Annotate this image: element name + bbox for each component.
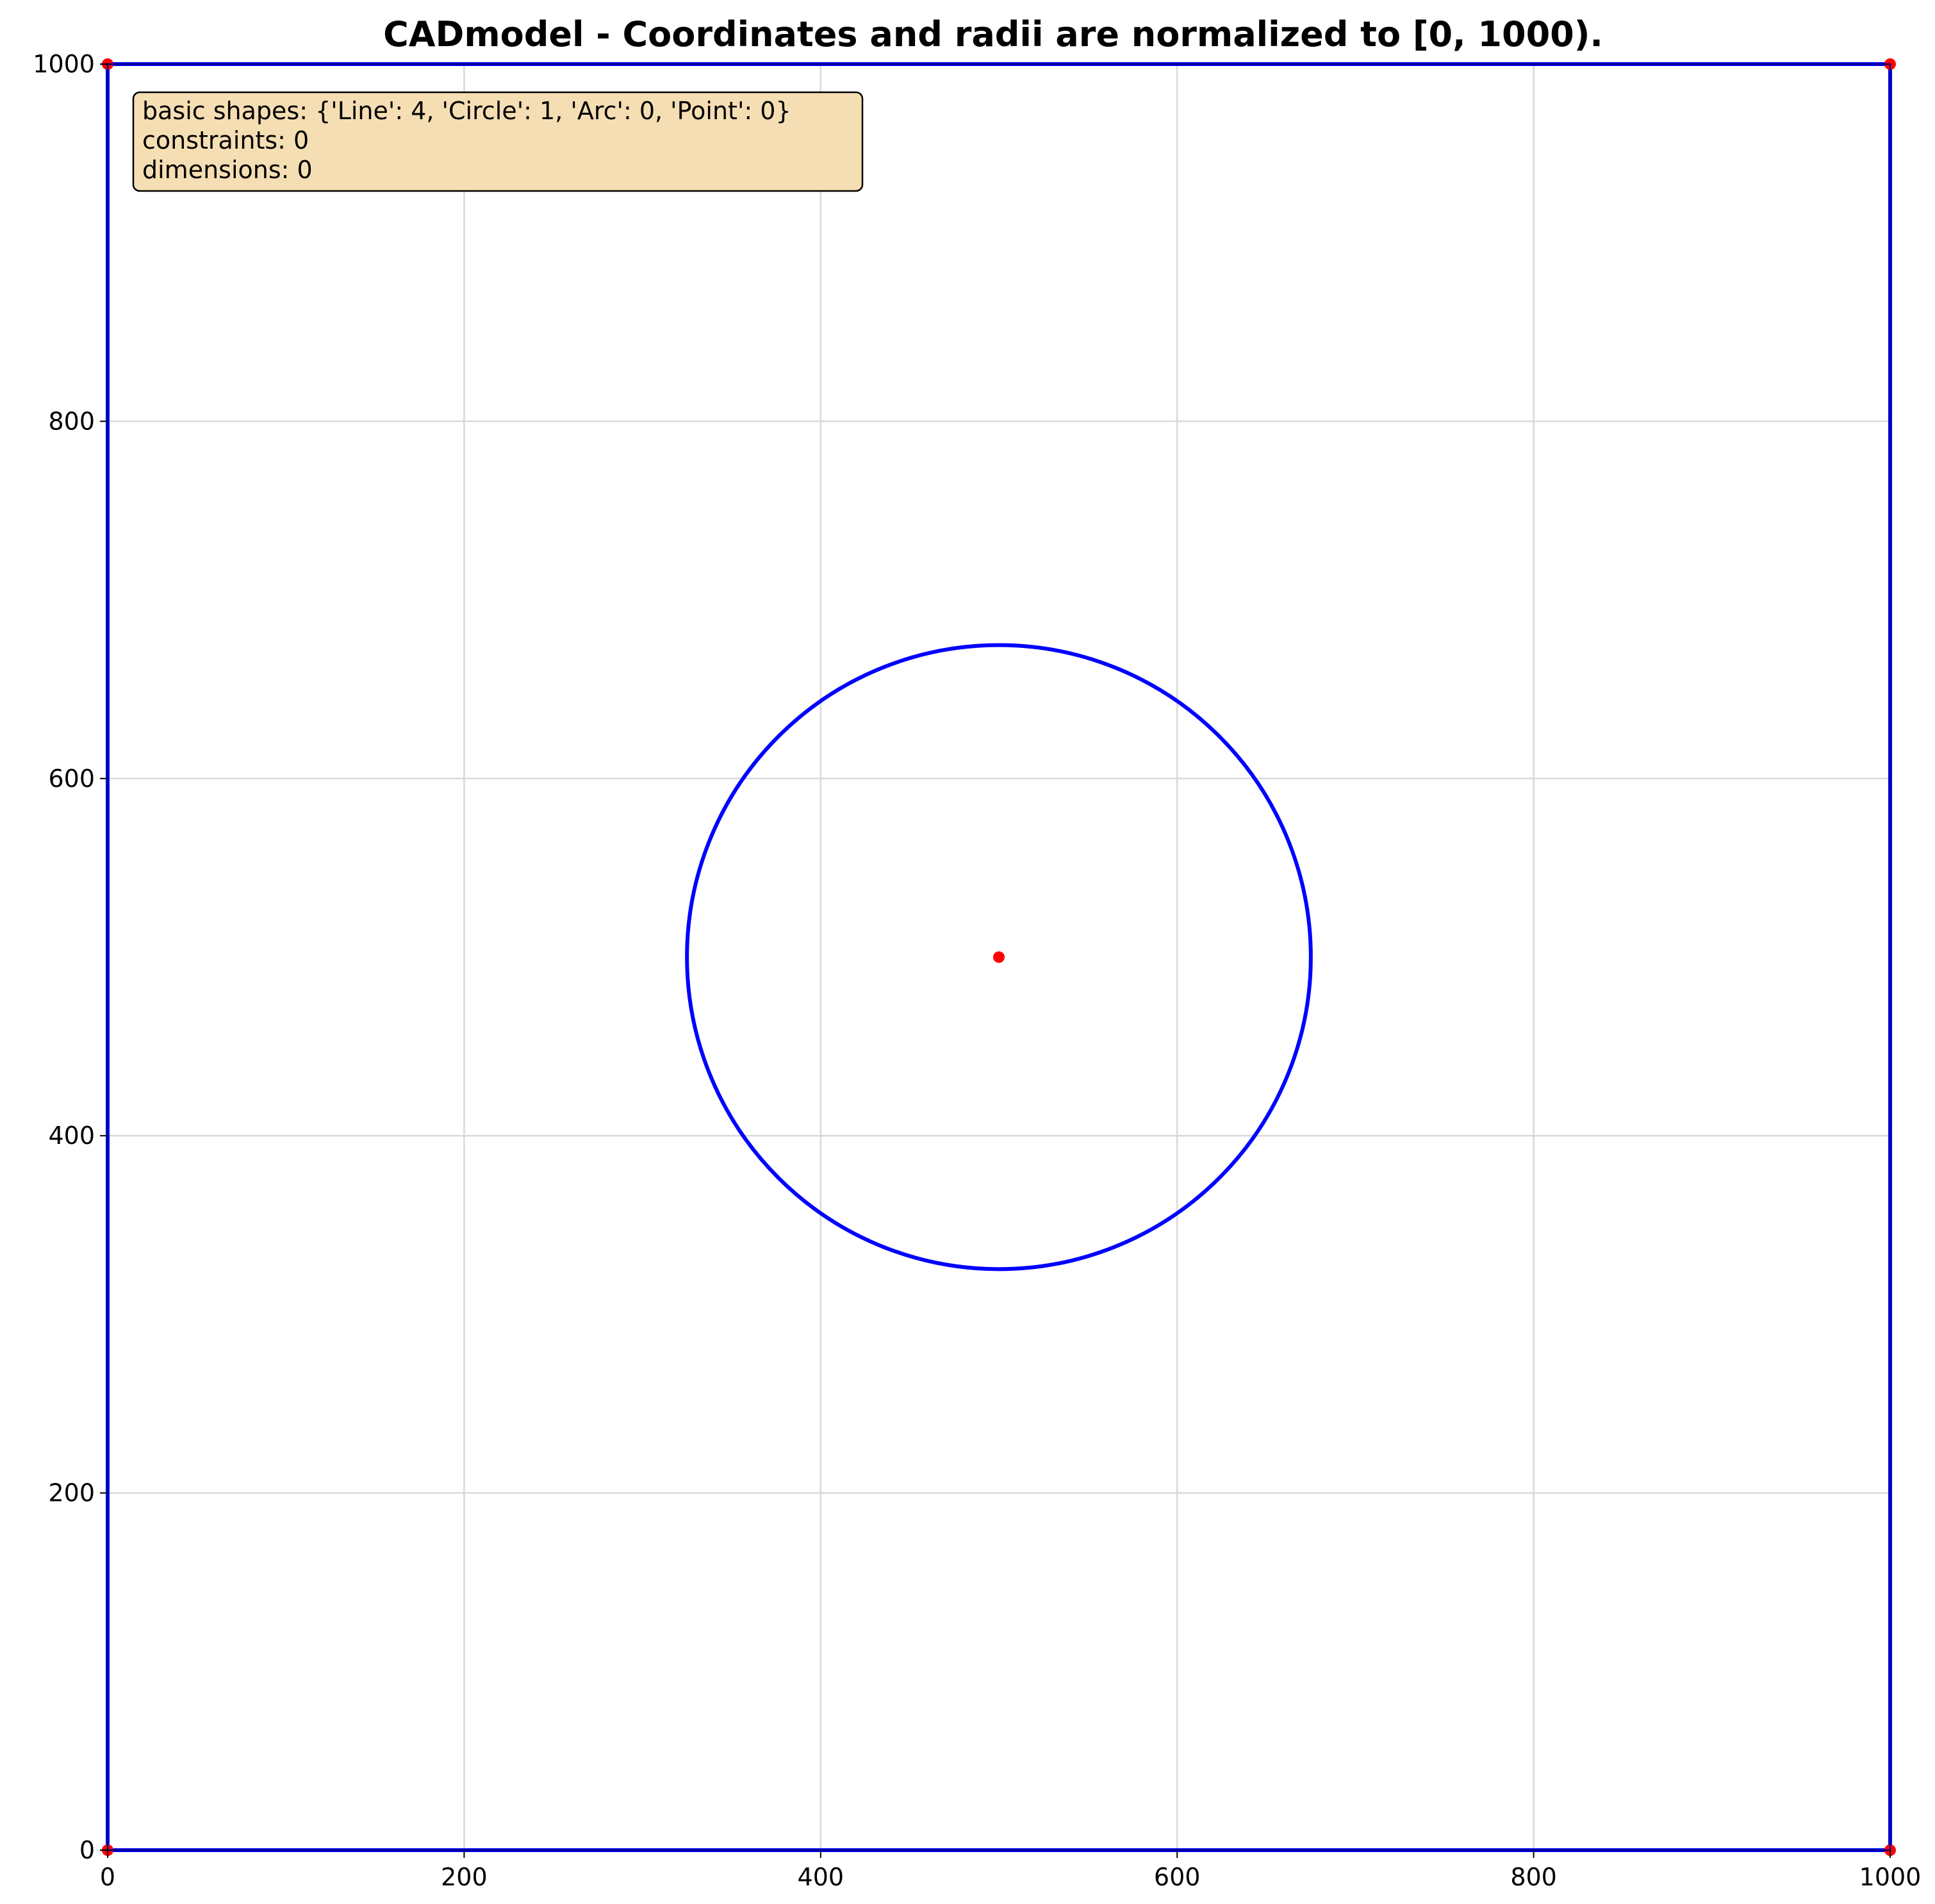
axis-ticks: 0 200 400 600 800 1000 0 200 400 600 800 1000 [33,50,1921,1891]
x-tick-label: 400 [798,1863,844,1891]
point-marker [993,951,1005,963]
x-tick-label: 1000 [1859,1863,1922,1891]
x-tick-label: 800 [1510,1863,1557,1891]
axes-frame [106,63,1891,1851]
x-tick-label: 200 [441,1863,488,1891]
y-tick-label: 600 [48,765,95,793]
points-layer [102,58,1896,1856]
y-tick-label: 0 [79,1836,95,1864]
y-tick-label: 1000 [33,50,95,78]
y-tick-label: 400 [48,1122,95,1150]
y-tick-label: 200 [48,1479,95,1507]
info-dimensions-line: dimensions: 0 [142,156,313,184]
info-constraints-line: constraints: 0 [142,126,309,154]
y-tick-label: 800 [48,407,95,435]
info-box: basic shapes: {'Line': 4, 'Circle': 1, '… [132,91,864,192]
x-tick-label: 0 [100,1863,115,1891]
x-tick-label: 600 [1154,1863,1201,1891]
shape-circle [685,643,1313,1271]
info-box-background [132,91,864,192]
chart-title: CADmodel - Coordinates and radii are nor… [383,14,1603,54]
info-shapes-line: basic shapes: {'Line': 4, 'Circle': 1, '… [142,97,791,125]
